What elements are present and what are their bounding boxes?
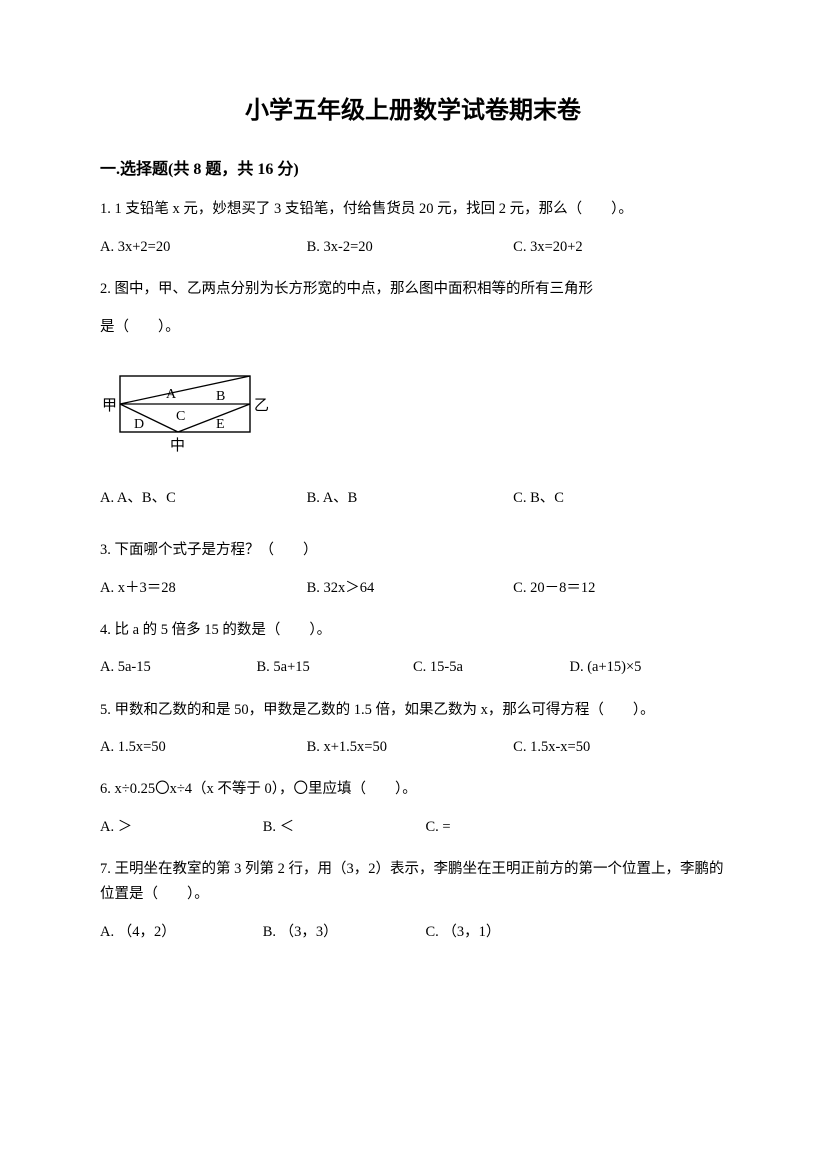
question-2-options: A. A、B、C B. A、B C. B、C [100, 487, 726, 510]
label-jia: 甲 [102, 398, 117, 414]
question-7-text: 7. 王明坐在教室的第 3 列第 2 行，用（3，2）表示，李鹏坐在王明正前方的… [100, 857, 726, 906]
option-b: B. ＜ [263, 816, 426, 839]
question-4: 4. 比 a 的 5 倍多 15 的数是（ ）。 A. 5a-15 B. 5a+… [100, 618, 726, 680]
question-5-options: A. 1.5x=50 B. x+1.5x=50 C. 1.5x-x=50 [100, 736, 726, 759]
option-c: C. 1.5x-x=50 [513, 736, 720, 759]
option-b: B. A、B [307, 487, 514, 510]
label-d: D [134, 417, 144, 432]
option-b: B. 5a+15 [257, 656, 414, 679]
question-6: 6. x÷0.25〇x÷4（x 不等于 0），〇里应填（ ）。 A. ＞ B. … [100, 777, 726, 839]
question-5: 5. 甲数和乙数的和是 50，甲数是乙数的 1.5 倍，如果乙数为 x，那么可得… [100, 698, 726, 760]
question-7-options: A. （4，2） B. （3，3） C. （3，1） [100, 921, 726, 944]
question-1-text: 1. 1 支铅笔 x 元，妙想买了 3 支铅笔，付给售货员 20 元，找回 2 … [100, 197, 726, 222]
option-c: C. 3x=20+2 [513, 236, 720, 259]
label-a: A [166, 387, 177, 402]
option-b: B. 32x＞64 [307, 577, 514, 600]
diag-1 [120, 376, 250, 404]
question-2-diagram: A B C D E 甲 乙 中 [100, 368, 726, 465]
option-c: C. B、C [513, 487, 720, 510]
label-c: C [176, 409, 185, 424]
question-6-text: 6. x÷0.25〇x÷4（x 不等于 0），〇里应填（ ）。 [100, 777, 726, 802]
question-1-options: A. 3x+2=20 B. 3x-2=20 C. 3x=20+2 [100, 236, 726, 259]
option-a: A. 1.5x=50 [100, 736, 307, 759]
question-3: 3. 下面哪个式子是方程？（ ） A. x＋3＝28 B. 32x＞64 C. … [100, 538, 726, 600]
diag-2 [120, 404, 178, 432]
exam-title: 小学五年级上册数学试卷期末卷 [100, 90, 726, 125]
question-6-options: A. ＞ B. ＜ C. = [100, 816, 726, 839]
label-zhong: 中 [170, 437, 185, 454]
question-1: 1. 1 支铅笔 x 元，妙想买了 3 支铅笔，付给售货员 20 元，找回 2 … [100, 197, 726, 259]
option-a: A. 3x+2=20 [100, 236, 307, 259]
section-header: 一.选择题(共 8 题，共 16 分) [100, 155, 726, 179]
option-a: A. A、B、C [100, 487, 307, 510]
question-2-text-2: 是（ ）。 [100, 315, 726, 340]
option-c: C. 15-5a [413, 656, 570, 679]
option-c: C. （3，1） [426, 921, 589, 944]
question-4-text: 4. 比 a 的 5 倍多 15 的数是（ ）。 [100, 618, 726, 643]
question-3-options: A. x＋3＝28 B. 32x＞64 C. 20－8＝12 [100, 577, 726, 600]
question-2-text-1: 2. 图中，甲、乙两点分别为长方形宽的中点，那么图中面积相等的所有三角形 [100, 277, 726, 302]
label-yi: 乙 [254, 398, 269, 414]
question-3-text: 3. 下面哪个式子是方程？（ ） [100, 538, 726, 563]
option-c: C. = [426, 816, 589, 839]
option-a: A. ＞ [100, 816, 263, 839]
option-b: B. x+1.5x=50 [307, 736, 514, 759]
option-a: A. （4，2） [100, 921, 263, 944]
question-4-options: A. 5a-15 B. 5a+15 C. 15-5a D. (a+15)×5 [100, 656, 726, 679]
option-a: A. x＋3＝28 [100, 577, 307, 600]
option-b: B. （3，3） [263, 921, 426, 944]
question-5-text: 5. 甲数和乙数的和是 50，甲数是乙数的 1.5 倍，如果乙数为 x，那么可得… [100, 698, 726, 723]
option-d: D. (a+15)×5 [570, 656, 727, 679]
label-b: B [216, 389, 225, 404]
label-e: E [216, 417, 225, 432]
question-7: 7. 王明坐在教室的第 3 列第 2 行，用（3，2）表示，李鹏坐在王明正前方的… [100, 857, 726, 943]
diag-3 [178, 404, 250, 432]
option-b: B. 3x-2=20 [307, 236, 514, 259]
question-2: 2. 图中，甲、乙两点分别为长方形宽的中点，那么图中面积相等的所有三角形 是（ … [100, 277, 726, 510]
option-a: A. 5a-15 [100, 656, 257, 679]
option-c: C. 20－8＝12 [513, 577, 720, 600]
